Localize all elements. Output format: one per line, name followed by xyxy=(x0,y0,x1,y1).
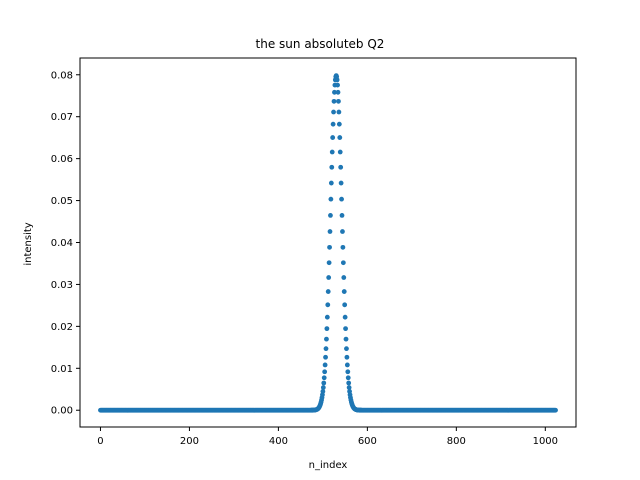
data-point xyxy=(341,289,347,294)
data-point xyxy=(328,196,334,202)
data-point xyxy=(327,229,333,234)
data-point xyxy=(345,375,351,381)
data-point xyxy=(339,212,345,218)
data-point xyxy=(337,149,343,155)
y-axis: 0.00 0.01 0.02 0.03 0.04 0.05 0.06 0.07 0.08 xyxy=(51,70,80,417)
data-point xyxy=(340,244,346,250)
x-tick-label: 800 xyxy=(447,436,466,447)
data-point xyxy=(323,346,329,352)
data-point xyxy=(323,354,328,360)
data-point xyxy=(324,336,329,342)
plot-frame xyxy=(79,57,577,428)
data-point xyxy=(321,375,327,381)
x-axis: 0 200 400 600 800 1000 xyxy=(97,427,558,447)
data-point xyxy=(326,275,332,280)
data-point xyxy=(324,326,330,332)
data-point xyxy=(328,212,333,218)
data-point xyxy=(325,289,331,294)
data-point xyxy=(329,164,335,170)
data-point xyxy=(330,121,336,127)
data-point xyxy=(346,385,352,390)
plot-area xyxy=(98,73,558,413)
data-point xyxy=(325,302,331,308)
data-point xyxy=(346,380,352,386)
data-point xyxy=(328,180,334,186)
y-axis-label: intensity xyxy=(23,222,34,265)
x-tick-label: 1000 xyxy=(533,436,558,447)
y-tick-label: 0.03 xyxy=(51,280,73,291)
y-tick-label: 0.02 xyxy=(51,322,73,333)
data-point xyxy=(336,109,342,115)
y-tick-label: 0.08 xyxy=(51,70,73,81)
y-tick-label: 0.07 xyxy=(51,112,73,123)
data-point xyxy=(322,362,328,368)
data-point xyxy=(340,229,345,234)
data-point xyxy=(321,380,327,386)
data-point xyxy=(329,149,335,155)
chart-title: the sun absoluteb Q2 xyxy=(256,37,385,51)
data-point xyxy=(322,369,328,375)
data-point xyxy=(335,82,340,88)
data-point xyxy=(342,302,348,308)
data-point xyxy=(327,244,332,250)
data-point xyxy=(339,196,344,202)
data-point xyxy=(553,407,558,413)
data-point xyxy=(326,260,332,266)
x-tick-label: 600 xyxy=(358,436,377,447)
y-tick-label: 0.05 xyxy=(51,196,73,207)
y-tick-label: 0.04 xyxy=(51,238,73,249)
x-axis-label: n_index xyxy=(309,460,348,471)
data-point xyxy=(336,98,341,104)
data-point xyxy=(343,336,349,342)
y-tick-label: 0.06 xyxy=(51,154,73,165)
data-point xyxy=(320,389,326,394)
data-point xyxy=(320,385,326,390)
data-point xyxy=(342,314,348,320)
data-point xyxy=(337,135,343,140)
data-point xyxy=(338,180,344,186)
data-point xyxy=(331,109,336,115)
y-tick-label: 0.01 xyxy=(51,364,73,375)
x-tick-label: 400 xyxy=(269,436,288,447)
data-point xyxy=(344,346,349,352)
data-point xyxy=(324,314,330,320)
x-tick-label: 200 xyxy=(180,436,199,447)
data-point xyxy=(338,164,344,170)
data-point xyxy=(341,275,347,280)
data-point xyxy=(332,89,337,95)
y-tick-label: 0.00 xyxy=(51,406,73,417)
x-tick-label: 0 xyxy=(97,436,103,447)
data-point xyxy=(334,77,340,83)
data-point xyxy=(343,326,348,332)
data-point xyxy=(345,369,351,375)
data-point xyxy=(336,121,342,127)
data-point xyxy=(344,354,350,360)
data-point xyxy=(344,362,350,368)
data-point xyxy=(340,260,346,266)
data-point xyxy=(330,135,336,140)
data-point xyxy=(331,98,337,104)
data-point xyxy=(335,89,341,95)
